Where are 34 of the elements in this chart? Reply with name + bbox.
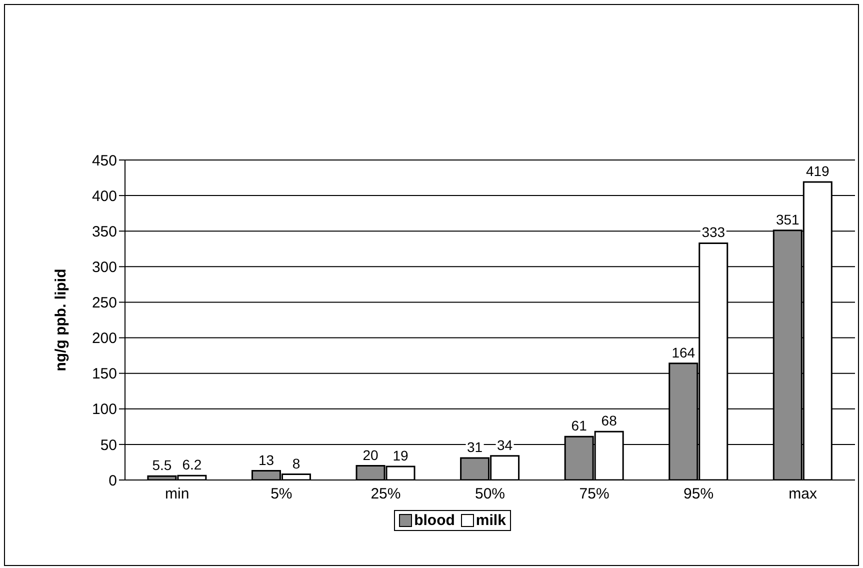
data-label: 164	[672, 344, 696, 360]
y-tick-label: 250	[92, 294, 117, 312]
data-label: 34	[497, 436, 513, 453]
y-tick-label: 350	[92, 223, 117, 240]
y-tick-label: 400	[92, 188, 117, 205]
data-label: 8	[292, 455, 300, 472]
data-label: 5.5	[152, 457, 172, 474]
y-tick-label: 50	[100, 436, 117, 454]
data-label: 61	[571, 418, 588, 434]
data-label: 20	[362, 446, 379, 463]
data-label: 19	[392, 447, 409, 464]
x-tick-label: 5%	[270, 486, 292, 503]
y-axis-title: ng/g ppb. lipid	[52, 268, 70, 372]
x-tick-label: 95%	[684, 486, 714, 503]
legend-label: milk	[474, 512, 506, 529]
x-tick-label: 25%	[370, 486, 401, 503]
x-tick-label: max	[788, 486, 818, 503]
y-tick-label: 300	[92, 258, 117, 276]
legend-label: blood	[413, 512, 455, 529]
x-tick-label: 50%	[474, 486, 506, 503]
y-tick-label: 0	[108, 472, 117, 490]
y-tick-label: 200	[92, 330, 117, 348]
y-tick-label: 450	[92, 152, 117, 170]
data-label: 351	[776, 211, 800, 228]
data-label: 68	[601, 412, 618, 429]
data-label: 6.2	[182, 456, 202, 473]
data-label: 333	[702, 224, 726, 240]
data-label: 31	[467, 438, 483, 455]
x-tick-label: min	[165, 486, 190, 503]
y-tick-label: 150	[92, 366, 117, 383]
y-tick-label: 100	[92, 401, 117, 418]
x-tick-label: 75%	[579, 486, 610, 503]
data-label: 13	[258, 452, 274, 468]
data-label: 419	[806, 163, 830, 180]
